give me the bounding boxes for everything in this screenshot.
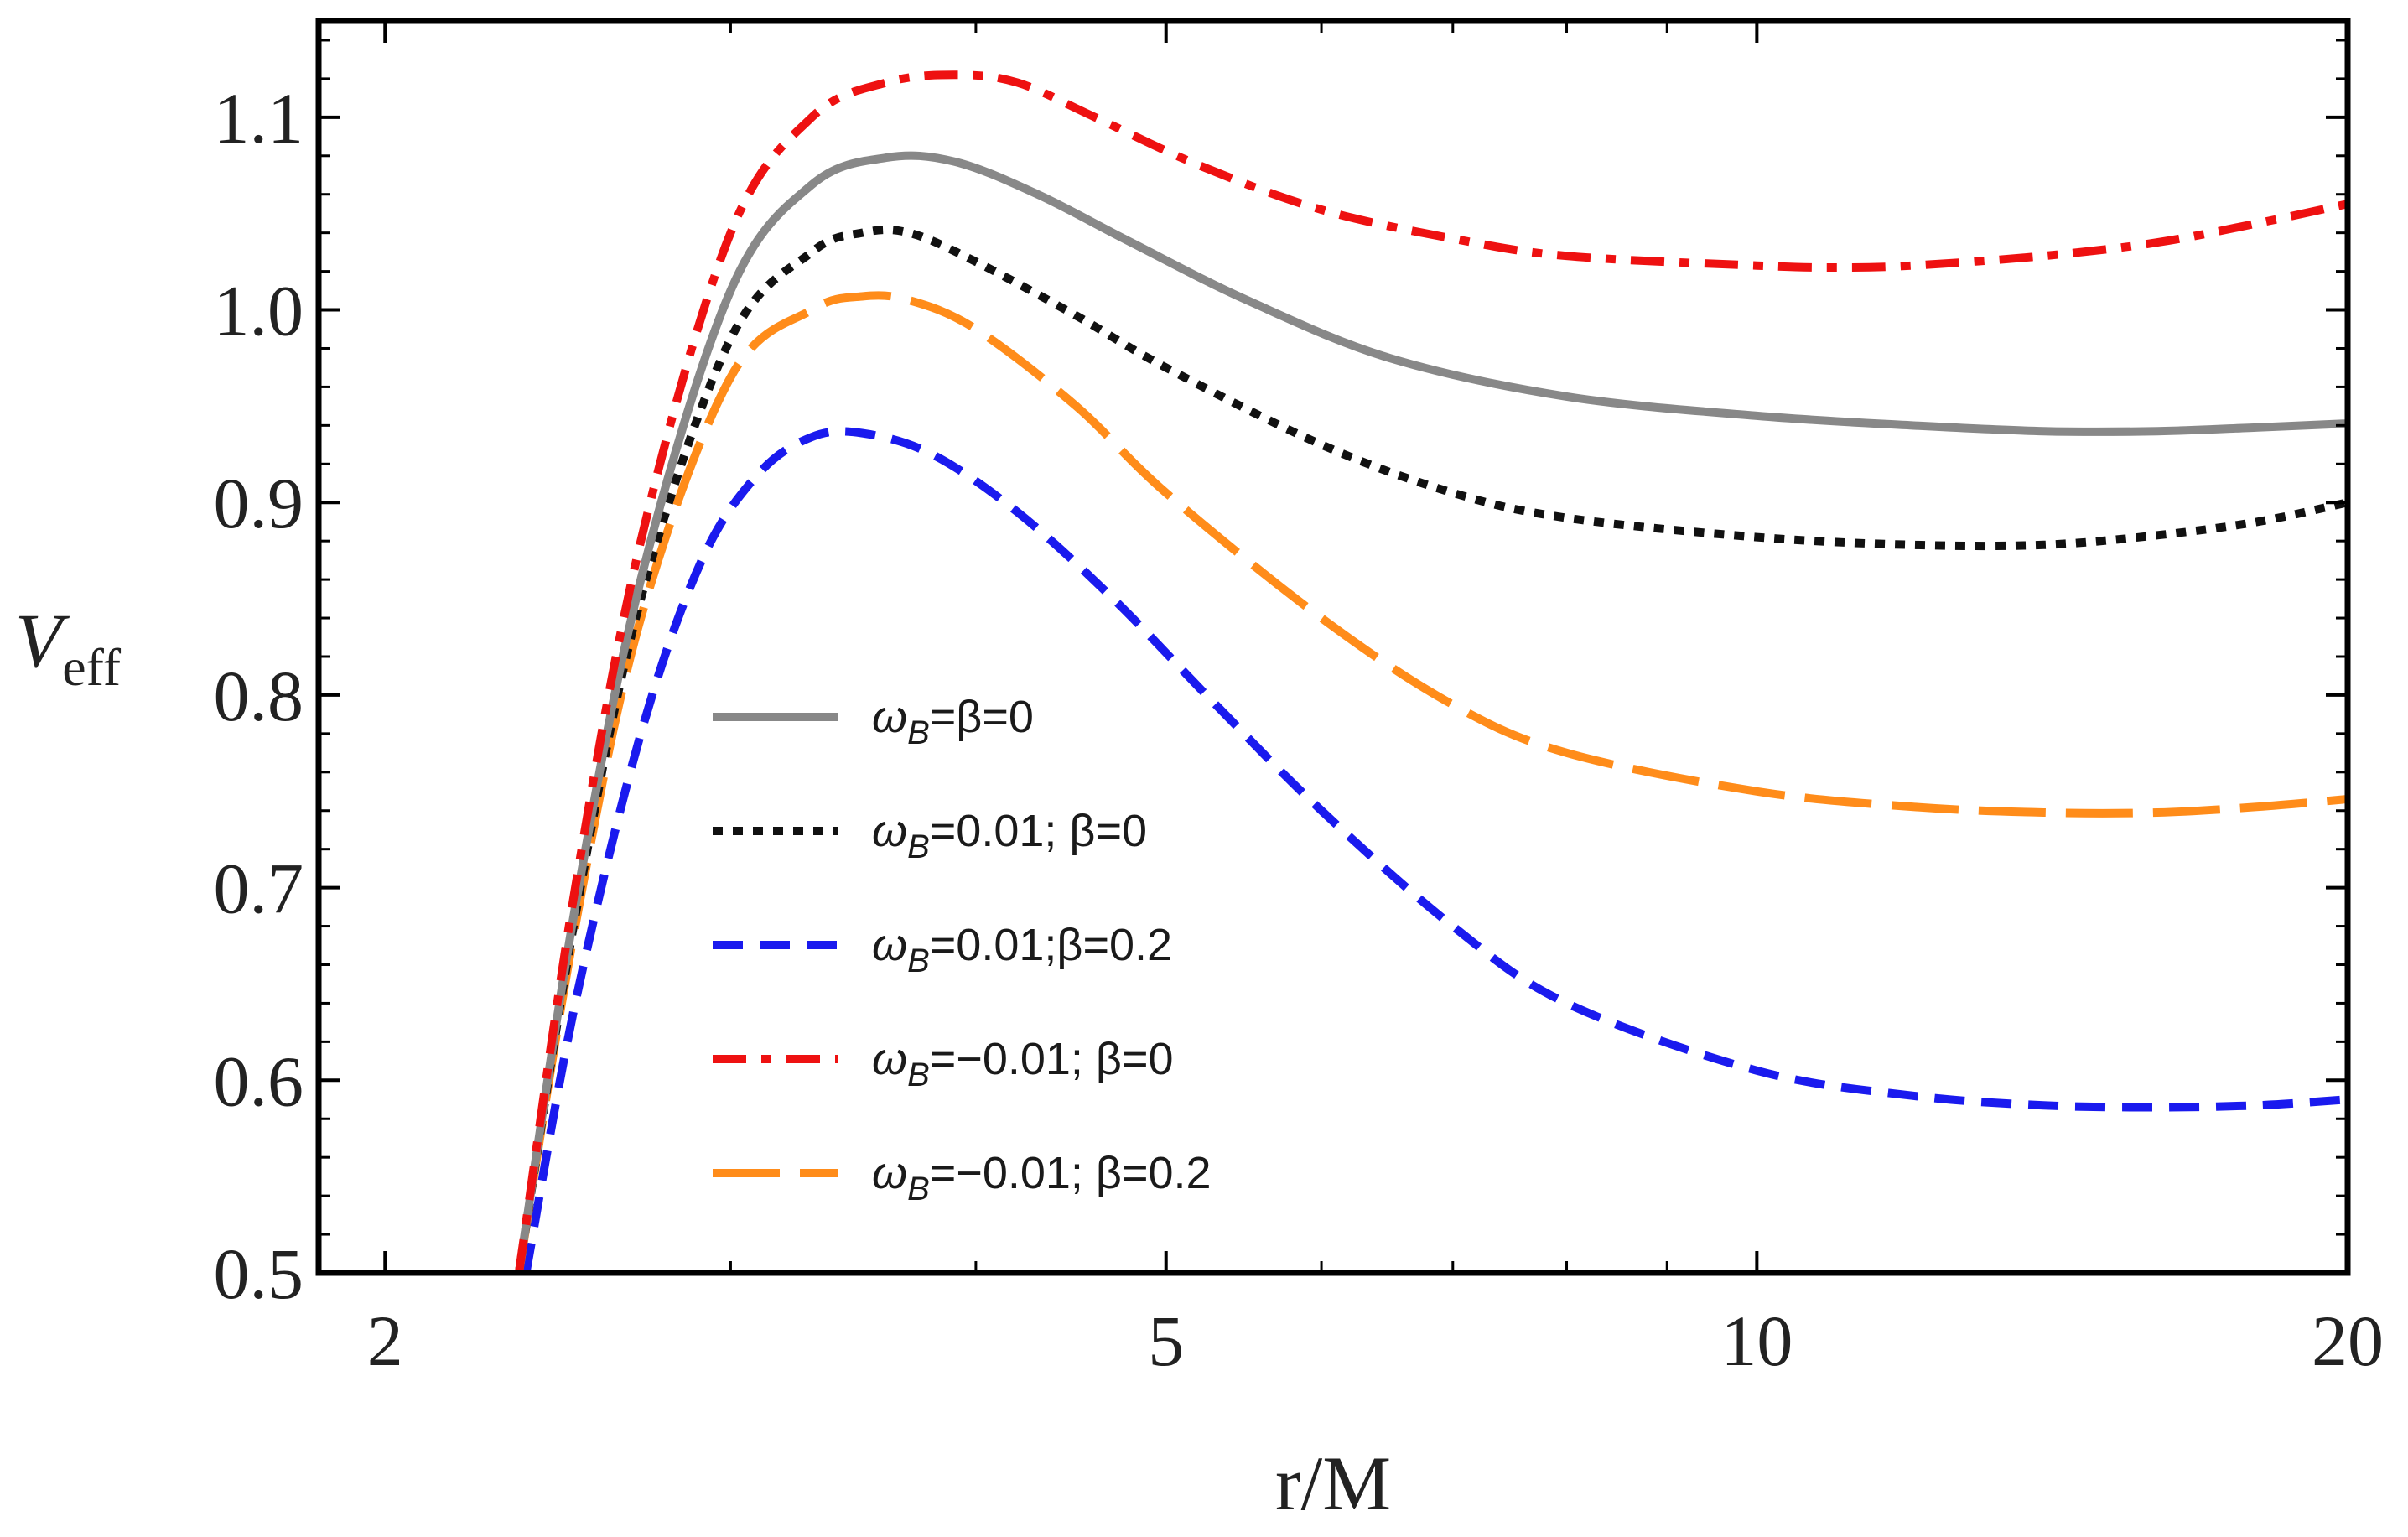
y-tick-label: 1.0 bbox=[214, 271, 304, 351]
ticks-layer bbox=[319, 21, 2349, 1275]
x-tick-label: 2 bbox=[367, 1301, 403, 1381]
legend-omega: ω bbox=[872, 806, 907, 856]
x-tick-label: 10 bbox=[1720, 1301, 1793, 1381]
y-tick-label: 1.1 bbox=[214, 78, 304, 158]
legend-subscript: B bbox=[907, 828, 930, 865]
legend: ωB=β=0ωB=0.01; β=0ωB=0.01;β=0.2ωB=−0.01;… bbox=[713, 692, 1212, 1207]
series-line-4 bbox=[514, 291, 2348, 1273]
legend-omega: ω bbox=[872, 1148, 907, 1198]
legend-rest: =β=0 bbox=[930, 692, 1034, 742]
series-line-0 bbox=[514, 151, 2348, 1273]
series-line-1 bbox=[514, 226, 2348, 1273]
legend-rest: =0.01;β=0.2 bbox=[930, 920, 1172, 970]
legend-label-2: ωB=0.01;β=0.2 bbox=[872, 920, 1172, 979]
x-tick-label: 20 bbox=[2312, 1301, 2384, 1381]
y-axis-title: Veff bbox=[15, 598, 122, 697]
y-tick-label: 0.9 bbox=[214, 463, 304, 543]
legend-omega: ω bbox=[872, 920, 907, 970]
legend-subscript: B bbox=[907, 1171, 930, 1207]
legend-subscript: B bbox=[907, 1057, 930, 1093]
y-tick-label: 0.6 bbox=[214, 1041, 304, 1121]
series-line-3 bbox=[514, 70, 2348, 1273]
legend-rest: =−0.01; β=0 bbox=[930, 1034, 1174, 1084]
labels-layer: 2 5 10 20 0.5 0.6 0.7 0.8 0.9 1.0 1.1 bbox=[214, 78, 2385, 1381]
y-axis-title-main: V bbox=[15, 598, 70, 683]
legend-omega: ω bbox=[872, 692, 907, 742]
legend-label-0: ωB=β=0 bbox=[872, 692, 1034, 751]
series-line-2 bbox=[522, 427, 2348, 1273]
legend-rest: =0.01; β=0 bbox=[930, 806, 1147, 856]
legend-label-1: ωB=0.01; β=0 bbox=[872, 806, 1147, 865]
legend-subscript: B bbox=[907, 942, 930, 979]
y-tick-label: 0.8 bbox=[214, 656, 304, 736]
y-tick-label: 0.7 bbox=[214, 849, 304, 929]
legend-rest: =−0.01; β=0.2 bbox=[930, 1148, 1212, 1198]
y-axis-title-subscript: eff bbox=[62, 637, 122, 697]
legend-label-3: ωB=−0.01; β=0 bbox=[872, 1034, 1174, 1093]
x-tick-label: 5 bbox=[1148, 1301, 1184, 1381]
y-tick-label: 0.5 bbox=[214, 1233, 304, 1314]
plot-frame bbox=[315, 18, 2351, 1276]
x-axis-title: r/M bbox=[1275, 1441, 1391, 1526]
legend-subscript: B bbox=[907, 714, 930, 751]
series-layer bbox=[514, 70, 2348, 1273]
legend-omega: ω bbox=[872, 1034, 907, 1084]
legend-label-4: ωB=−0.01; β=0.2 bbox=[872, 1148, 1212, 1207]
